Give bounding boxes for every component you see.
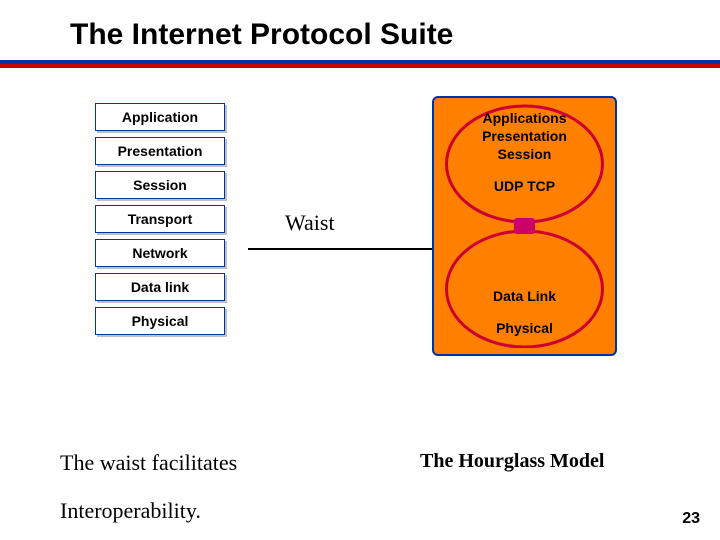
waist-label: Waist bbox=[285, 210, 335, 236]
content-area: Application Presentation Session Transpo… bbox=[0, 68, 720, 468]
osi-layer: Transport bbox=[95, 205, 225, 233]
osi-stack: Application Presentation Session Transpo… bbox=[95, 103, 225, 341]
caption-left-line1: The waist facilitates bbox=[60, 450, 237, 476]
slide-title: The Internet Protocol Suite bbox=[0, 0, 720, 60]
caption-right: The Hourglass Model bbox=[420, 450, 604, 473]
osi-layer: Presentation bbox=[95, 137, 225, 165]
hourglass-text: Presentation bbox=[432, 128, 617, 144]
osi-layer: Physical bbox=[95, 307, 225, 335]
osi-layer: Application bbox=[95, 103, 225, 131]
caption-left-line2: Interoperability. bbox=[60, 498, 201, 524]
page-number: 23 bbox=[682, 510, 700, 528]
osi-layer: Network bbox=[95, 239, 225, 267]
hourglass-text: Data Link bbox=[432, 288, 617, 304]
hourglass-text: Physical bbox=[432, 320, 617, 336]
hourglass-text: Session bbox=[432, 146, 617, 162]
osi-layer: Session bbox=[95, 171, 225, 199]
hourglass-text: UDP TCP bbox=[432, 178, 617, 194]
osi-layer: Data link bbox=[95, 273, 225, 301]
hourglass-diagram: Applications Presentation Session UDP TC… bbox=[432, 96, 617, 356]
hourglass-text: Applications bbox=[432, 110, 617, 126]
waist-dot bbox=[514, 218, 535, 234]
